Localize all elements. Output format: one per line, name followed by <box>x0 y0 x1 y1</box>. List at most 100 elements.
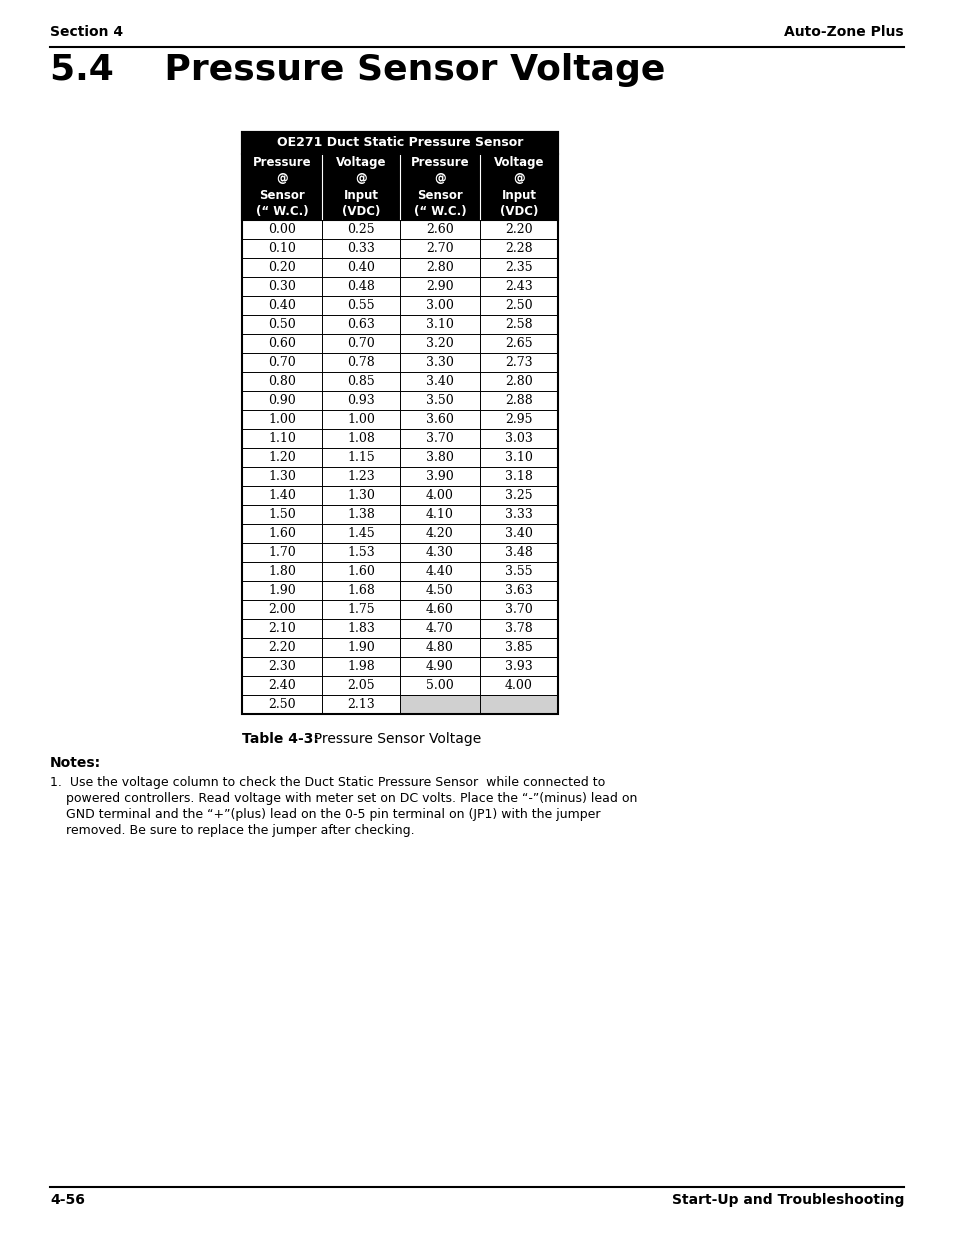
Text: 2.20: 2.20 <box>505 224 533 236</box>
Text: 3.10: 3.10 <box>504 451 533 464</box>
Text: 1.23: 1.23 <box>347 471 375 483</box>
Text: 2.60: 2.60 <box>426 224 454 236</box>
Text: 2.95: 2.95 <box>505 412 532 426</box>
Text: 2.58: 2.58 <box>505 317 533 331</box>
Text: 2.10: 2.10 <box>268 622 295 635</box>
Text: 2.80: 2.80 <box>426 261 454 274</box>
Text: Voltage
@
Input
(VDC): Voltage @ Input (VDC) <box>335 156 386 219</box>
Text: 4.90: 4.90 <box>426 659 454 673</box>
Text: 1.68: 1.68 <box>347 584 375 597</box>
Text: 3.10: 3.10 <box>426 317 454 331</box>
Text: 1.53: 1.53 <box>347 546 375 559</box>
Text: 3.03: 3.03 <box>504 432 533 445</box>
Text: 0.33: 0.33 <box>347 242 375 254</box>
Text: OE271 Duct Static Pressure Sensor: OE271 Duct Static Pressure Sensor <box>276 137 522 149</box>
Text: 0.63: 0.63 <box>347 317 375 331</box>
Bar <box>242 132 558 154</box>
Text: Pressure
@
Sensor
(“ W.C.): Pressure @ Sensor (“ W.C.) <box>253 156 311 219</box>
Text: 5.4    Pressure Sensor Voltage: 5.4 Pressure Sensor Voltage <box>50 53 664 86</box>
Text: 4.10: 4.10 <box>426 508 454 521</box>
Text: 1.60: 1.60 <box>268 527 295 540</box>
Text: 2.70: 2.70 <box>426 242 454 254</box>
Text: 3.70: 3.70 <box>504 603 533 616</box>
Text: 3.18: 3.18 <box>504 471 533 483</box>
Text: 2.30: 2.30 <box>268 659 295 673</box>
Text: 0.25: 0.25 <box>347 224 375 236</box>
Text: 2.43: 2.43 <box>504 280 533 293</box>
Text: 4-56: 4-56 <box>50 1193 85 1207</box>
Text: 2.40: 2.40 <box>268 679 295 692</box>
Text: 3.80: 3.80 <box>426 451 454 464</box>
Bar <box>399 695 479 714</box>
Text: 0.10: 0.10 <box>268 242 295 254</box>
Text: 0.93: 0.93 <box>347 394 375 408</box>
Text: 3.60: 3.60 <box>426 412 454 426</box>
Text: 3.40: 3.40 <box>504 527 533 540</box>
Text: 2.80: 2.80 <box>504 375 533 388</box>
Text: 3.33: 3.33 <box>504 508 533 521</box>
Text: 1.80: 1.80 <box>268 564 295 578</box>
Text: 0.70: 0.70 <box>347 337 375 350</box>
Text: powered controllers. Read voltage with meter set on DC volts. Place the “-”(minu: powered controllers. Read voltage with m… <box>50 792 637 805</box>
Text: 1.60: 1.60 <box>347 564 375 578</box>
Text: 0.00: 0.00 <box>268 224 295 236</box>
Text: Voltage
@
Input
(VDC): Voltage @ Input (VDC) <box>494 156 543 219</box>
Text: 2.20: 2.20 <box>268 641 295 655</box>
Text: 4.80: 4.80 <box>426 641 454 655</box>
Text: 3.63: 3.63 <box>504 584 533 597</box>
Text: 0.78: 0.78 <box>347 356 375 369</box>
Text: 3.48: 3.48 <box>504 546 533 559</box>
Text: 2.28: 2.28 <box>505 242 533 254</box>
Text: 4.20: 4.20 <box>426 527 454 540</box>
Text: 3.78: 3.78 <box>504 622 533 635</box>
Text: 3.00: 3.00 <box>426 299 454 312</box>
Text: GND terminal and the “+”(plus) lead on the 0-5 pin terminal on (JP1) with the ju: GND terminal and the “+”(plus) lead on t… <box>50 808 599 821</box>
Text: 1.20: 1.20 <box>268 451 295 464</box>
Text: 2.50: 2.50 <box>268 698 295 711</box>
Text: 2.05: 2.05 <box>347 679 375 692</box>
Text: 1.70: 1.70 <box>268 546 295 559</box>
Text: 1.38: 1.38 <box>347 508 375 521</box>
Text: Auto-Zone Plus: Auto-Zone Plus <box>783 25 903 40</box>
Text: Table 4-3:: Table 4-3: <box>242 732 318 746</box>
Text: 0.60: 0.60 <box>268 337 295 350</box>
Text: 0.30: 0.30 <box>268 280 295 293</box>
Text: 1.15: 1.15 <box>347 451 375 464</box>
Bar <box>242 132 558 714</box>
Text: 3.85: 3.85 <box>504 641 533 655</box>
Text: 1.00: 1.00 <box>268 412 295 426</box>
Text: 1.98: 1.98 <box>347 659 375 673</box>
Text: 1.75: 1.75 <box>347 603 375 616</box>
Text: 1.00: 1.00 <box>347 412 375 426</box>
Text: 0.40: 0.40 <box>347 261 375 274</box>
Text: 2.65: 2.65 <box>505 337 533 350</box>
Text: 3.20: 3.20 <box>426 337 454 350</box>
Text: 4.00: 4.00 <box>504 679 533 692</box>
Text: 1.40: 1.40 <box>268 489 295 501</box>
Text: 0.40: 0.40 <box>268 299 295 312</box>
Text: 1.50: 1.50 <box>268 508 295 521</box>
Text: 3.90: 3.90 <box>426 471 454 483</box>
Text: 0.55: 0.55 <box>347 299 375 312</box>
Text: Notes:: Notes: <box>50 756 101 769</box>
Text: Pressure
@
Sensor
(“ W.C.): Pressure @ Sensor (“ W.C.) <box>410 156 469 219</box>
Text: 0.80: 0.80 <box>268 375 295 388</box>
Text: removed. Be sure to replace the jumper after checking.: removed. Be sure to replace the jumper a… <box>50 824 415 837</box>
Text: 1.90: 1.90 <box>268 584 295 597</box>
Text: 1.  Use the voltage column to check the Duct Static Pressure Sensor  while conne: 1. Use the voltage column to check the D… <box>50 776 604 789</box>
Bar <box>479 695 558 714</box>
Text: 0.85: 0.85 <box>347 375 375 388</box>
Text: 4.00: 4.00 <box>426 489 454 501</box>
Text: 1.90: 1.90 <box>347 641 375 655</box>
Bar <box>242 154 558 220</box>
Text: Pressure Sensor Voltage: Pressure Sensor Voltage <box>305 732 480 746</box>
Text: 2.73: 2.73 <box>505 356 533 369</box>
Text: 4.50: 4.50 <box>426 584 454 597</box>
Text: 3.70: 3.70 <box>426 432 454 445</box>
Text: 2.88: 2.88 <box>504 394 533 408</box>
Text: 1.30: 1.30 <box>347 489 375 501</box>
Text: 2.00: 2.00 <box>268 603 295 616</box>
Text: 0.48: 0.48 <box>347 280 375 293</box>
Text: 3.40: 3.40 <box>426 375 454 388</box>
Text: 0.20: 0.20 <box>268 261 295 274</box>
